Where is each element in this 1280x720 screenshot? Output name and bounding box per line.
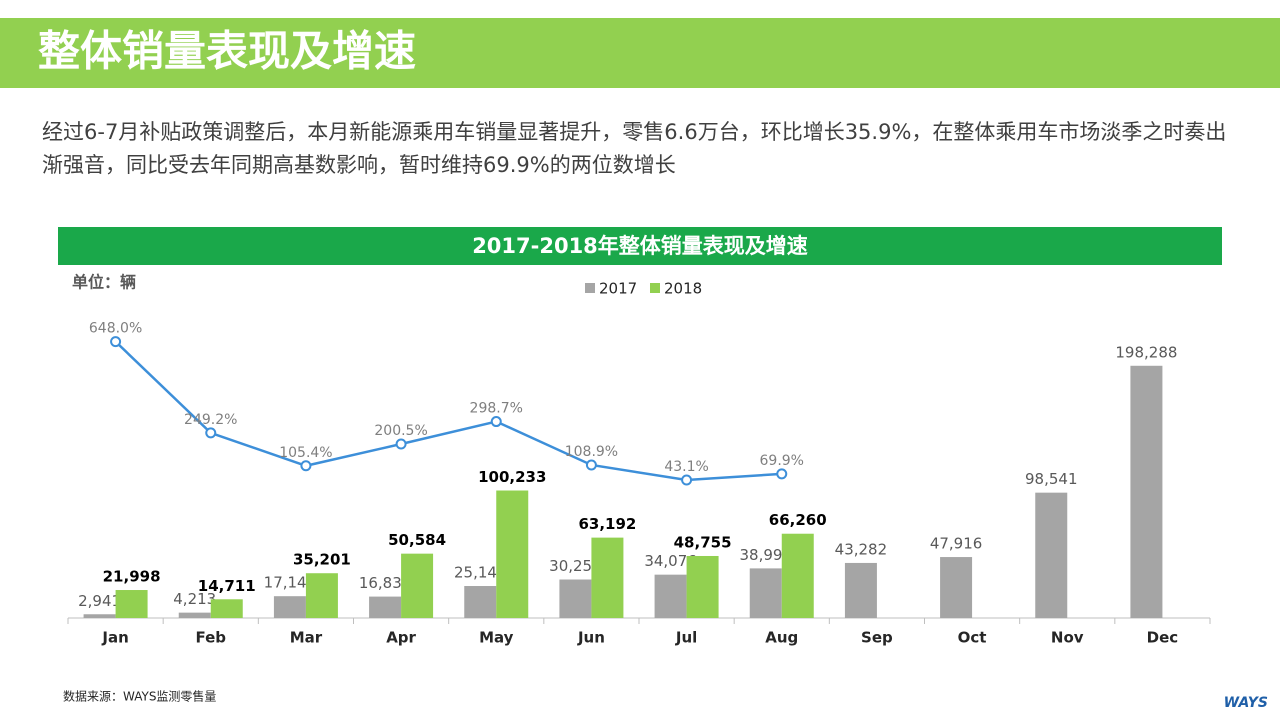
- data-label: 50,584: [388, 531, 446, 549]
- bar: [591, 537, 624, 618]
- growth-point: [681, 474, 693, 486]
- legend-label: 2018: [664, 280, 702, 298]
- x-tick-label: Jan: [101, 629, 128, 647]
- bar: [115, 590, 148, 618]
- bar: [210, 599, 243, 618]
- source-note: 数据来源：WAYS监测零售量: [63, 689, 216, 704]
- data-label: 98,541: [1025, 470, 1078, 488]
- x-tick-label: Sep: [861, 629, 893, 647]
- bar: [305, 573, 338, 618]
- bar: [686, 555, 719, 618]
- growth-label: 648.0%: [89, 321, 142, 337]
- data-label: 48,755: [674, 533, 732, 551]
- x-tick-label: Oct: [958, 629, 987, 647]
- data-label: 43,282: [835, 540, 888, 558]
- bar: [464, 586, 497, 618]
- growth-label: 200.5%: [374, 423, 427, 439]
- data-label: 66,260: [769, 511, 827, 529]
- bar: [401, 553, 434, 618]
- data-label: 25,143: [454, 564, 507, 582]
- data-label: 35,201: [293, 551, 351, 569]
- x-tick-label: May: [479, 629, 514, 647]
- x-tick-label: Feb: [195, 629, 226, 647]
- bar: [781, 533, 814, 618]
- x-tick-label: Aug: [765, 629, 798, 647]
- bar: [83, 614, 116, 618]
- growth-point: [205, 427, 217, 439]
- growth-point: [110, 336, 122, 348]
- x-tick-label: Nov: [1051, 629, 1084, 647]
- data-label: 63,192: [578, 515, 636, 533]
- data-label: 198,288: [1115, 343, 1177, 361]
- logo: WAYS: [1224, 695, 1268, 711]
- growth-point: [300, 460, 312, 472]
- growth-point: [776, 468, 788, 480]
- bar: [654, 574, 687, 618]
- x-tick-label: Apr: [386, 629, 416, 647]
- x-tick-label: Jul: [675, 629, 697, 647]
- bar: [178, 612, 211, 618]
- growth-label: 43.1%: [664, 459, 708, 475]
- data-label: 30,255: [549, 557, 602, 575]
- header-bar: [0, 18, 1280, 88]
- data-label: 16,832: [359, 574, 412, 592]
- bar: [1130, 365, 1163, 618]
- bar: [1035, 492, 1068, 618]
- chart-title-bar: [58, 227, 1222, 265]
- x-tick-label: Mar: [290, 629, 323, 647]
- bar: [749, 568, 782, 618]
- header-title: 整体销量表现及增速: [38, 27, 416, 76]
- paragraph: 经过6-7月补贴政策调整后，本月新能源乘用车销量显著提升，零售6.6万台，环比增…: [42, 120, 1227, 177]
- unit-label: 单位：辆: [72, 273, 136, 292]
- data-label: 14,711: [198, 577, 256, 595]
- bar: [273, 596, 306, 618]
- data-label: 21,998: [103, 568, 161, 586]
- bar: [496, 490, 529, 618]
- data-label: 2,941: [78, 592, 121, 610]
- legend-swatch: [650, 283, 660, 293]
- growth-point: [395, 438, 407, 450]
- growth-label: 298.7%: [470, 401, 523, 417]
- bar: [940, 557, 973, 618]
- legend-swatch: [585, 283, 595, 293]
- growth-label: 108.9%: [565, 444, 618, 460]
- growth-label: 249.2%: [184, 412, 237, 428]
- data-label: 17,140: [264, 574, 317, 592]
- bar: [844, 562, 877, 618]
- growth-line: [114, 340, 782, 482]
- growth-point: [585, 459, 597, 471]
- x-tick-label: Jun: [577, 629, 605, 647]
- growth-label: 69.9%: [760, 453, 804, 469]
- bar: [559, 579, 592, 618]
- growth-label: 105.4%: [279, 445, 332, 461]
- bar: [369, 596, 402, 618]
- legend-label: 2017: [599, 280, 637, 298]
- growth-point: [490, 416, 502, 428]
- data-label: 47,916: [930, 535, 983, 553]
- data-label: 100,233: [478, 468, 546, 486]
- x-tick-label: Dec: [1147, 629, 1179, 647]
- chart-title: 2017-2018年整体销量表现及增速: [472, 234, 808, 258]
- data-label: 38,998: [740, 546, 793, 564]
- data-label: 34,076: [644, 552, 697, 570]
- data-label: 4,213: [173, 590, 216, 608]
